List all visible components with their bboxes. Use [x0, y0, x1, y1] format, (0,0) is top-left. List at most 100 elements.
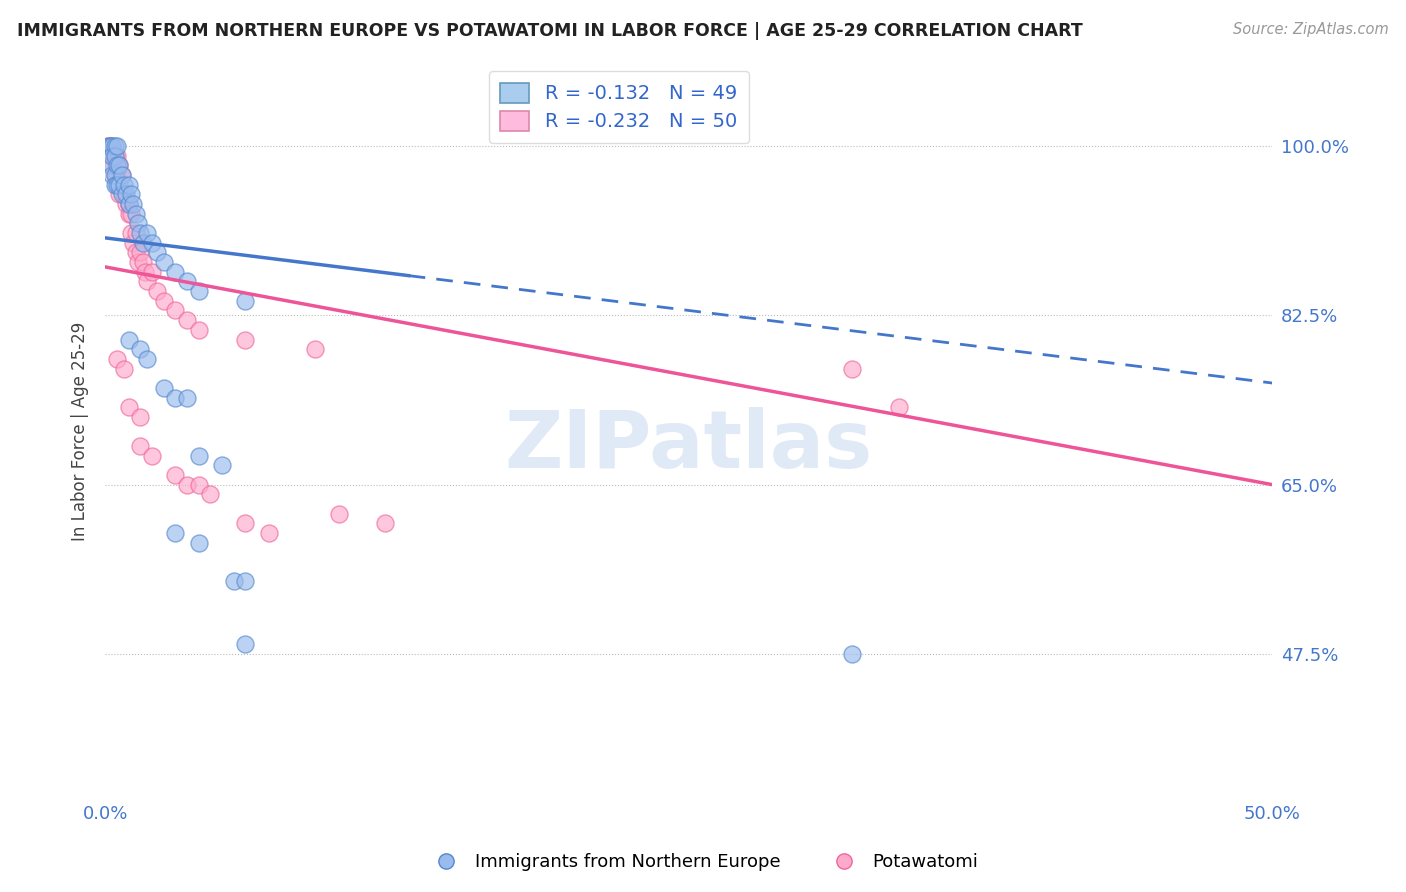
Point — [110, 168, 132, 182]
Point — [187, 535, 209, 549]
Point — [124, 226, 146, 240]
Point — [233, 516, 256, 531]
Point — [105, 351, 128, 366]
Point — [222, 574, 245, 589]
Point — [105, 158, 128, 172]
Point — [117, 333, 139, 347]
Point — [187, 477, 209, 491]
Point — [304, 342, 326, 356]
Text: IMMIGRANTS FROM NORTHERN EUROPE VS POTAWATOMI IN LABOR FORCE | AGE 25-29 CORRELA: IMMIGRANTS FROM NORTHERN EUROPE VS POTAW… — [17, 22, 1083, 40]
Point — [105, 139, 128, 153]
Point — [165, 526, 187, 541]
Point — [98, 158, 121, 172]
Point — [117, 197, 139, 211]
Point — [841, 361, 863, 376]
Legend: R = -0.132   N = 49, R = -0.232   N = 50: R = -0.132 N = 49, R = -0.232 N = 50 — [489, 71, 749, 143]
Point — [120, 187, 142, 202]
Point — [165, 391, 187, 405]
Point — [101, 139, 124, 153]
Point — [108, 158, 131, 172]
Point — [328, 507, 350, 521]
Point — [233, 293, 256, 308]
Point — [105, 148, 128, 162]
Point — [233, 574, 256, 589]
Point — [129, 439, 152, 453]
Point — [115, 197, 138, 211]
Point — [141, 449, 163, 463]
Point — [129, 409, 152, 424]
Point — [115, 187, 138, 202]
Point — [101, 139, 124, 153]
Point — [98, 148, 121, 162]
Point — [103, 148, 125, 162]
Point — [131, 235, 153, 250]
Point — [108, 187, 131, 202]
Point — [129, 342, 152, 356]
Point — [131, 255, 153, 269]
Point — [129, 226, 152, 240]
Point — [887, 401, 910, 415]
Point — [127, 255, 149, 269]
Point — [211, 458, 233, 473]
Point — [112, 361, 135, 376]
Point — [136, 226, 159, 240]
Point — [233, 637, 256, 651]
Point — [124, 207, 146, 221]
Point — [257, 526, 280, 541]
Point — [122, 197, 145, 211]
Legend: Immigrants from Northern Europe, Potawatomi: Immigrants from Northern Europe, Potawat… — [420, 847, 986, 879]
Point — [152, 255, 174, 269]
Point — [124, 245, 146, 260]
Point — [117, 178, 139, 192]
Text: Source: ZipAtlas.com: Source: ZipAtlas.com — [1233, 22, 1389, 37]
Point — [129, 245, 152, 260]
Point — [127, 216, 149, 230]
Point — [141, 235, 163, 250]
Point — [96, 139, 118, 153]
Point — [117, 207, 139, 221]
Point — [103, 168, 125, 182]
Point — [187, 323, 209, 337]
Point — [165, 265, 187, 279]
Point — [112, 187, 135, 202]
Point — [120, 226, 142, 240]
Point — [152, 293, 174, 308]
Point — [110, 187, 132, 202]
Point — [96, 139, 118, 153]
Point — [152, 381, 174, 395]
Point — [141, 265, 163, 279]
Point — [108, 178, 131, 192]
Point — [122, 235, 145, 250]
Point — [176, 477, 198, 491]
Point — [187, 449, 209, 463]
Y-axis label: In Labor Force | Age 25-29: In Labor Force | Age 25-29 — [72, 322, 89, 541]
Point — [103, 178, 125, 192]
Point — [176, 391, 198, 405]
Point — [841, 647, 863, 661]
Point — [120, 207, 142, 221]
Point — [136, 351, 159, 366]
Point — [98, 139, 121, 153]
Point — [233, 333, 256, 347]
Point — [117, 197, 139, 211]
Point — [101, 158, 124, 172]
Point — [103, 168, 125, 182]
Point — [101, 148, 124, 162]
Point — [110, 168, 132, 182]
Point — [165, 468, 187, 483]
Point — [103, 148, 125, 162]
Point — [98, 139, 121, 153]
Point — [112, 178, 135, 192]
Point — [176, 313, 198, 327]
Point — [145, 245, 167, 260]
Point — [134, 265, 156, 279]
Point — [374, 516, 396, 531]
Point — [103, 139, 125, 153]
Point — [187, 284, 209, 298]
Point — [165, 303, 187, 318]
Point — [108, 158, 131, 172]
Point — [105, 168, 128, 182]
Point — [176, 275, 198, 289]
Point — [200, 487, 222, 501]
Point — [136, 275, 159, 289]
